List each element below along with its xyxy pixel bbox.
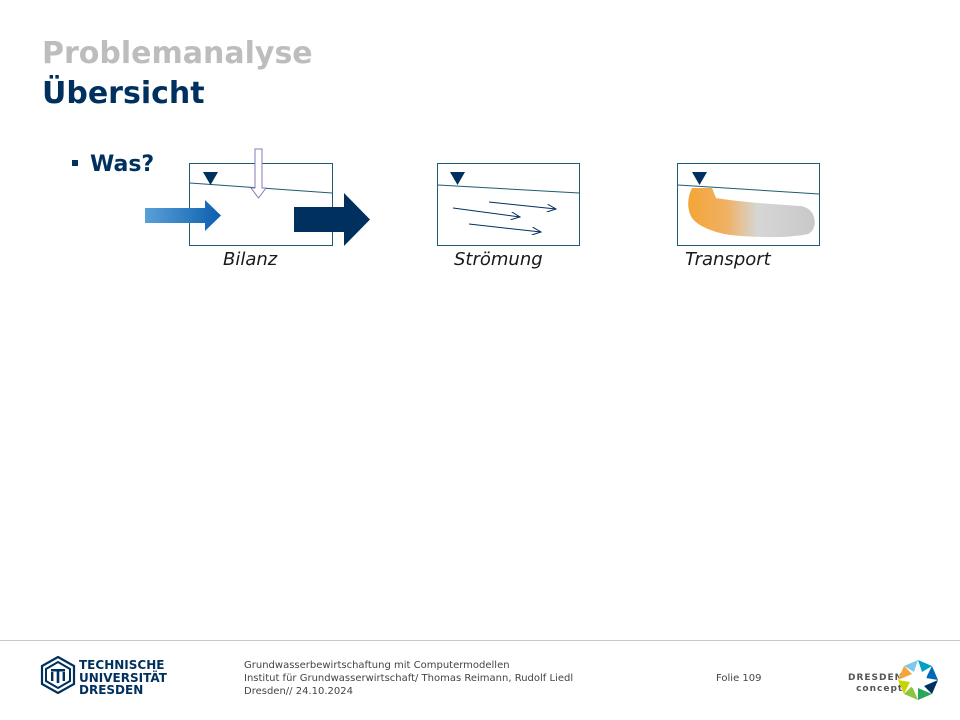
water-level-icon <box>203 172 218 185</box>
dresden-concept-logo-icon <box>898 660 938 700</box>
flow-arrow-icon <box>468 223 541 232</box>
outflow-arrow-icon <box>294 193 370 246</box>
water-level-icon <box>450 172 465 185</box>
tud-line2: UNIVERSITÄT <box>79 670 167 685</box>
contaminant-plume-icon <box>688 188 815 238</box>
transport-box-icon <box>677 163 820 246</box>
tu-dresden-logo-icon <box>40 656 76 694</box>
footer-date: Dresden// 24.10.2024 <box>244 686 353 697</box>
dc-line1: DRESDEN <box>848 673 904 683</box>
bullet-item-was: Was? <box>72 152 154 177</box>
tud-line3: DRESDEN <box>79 683 144 697</box>
tu-dresden-wordmark: TECHNISCHE UNIVERSITÄT DRESDEN <box>79 659 167 697</box>
diagram-label-bilanz: Bilanz <box>223 249 278 270</box>
footer-info: Grundwasserbewirtschaftung mit Computerm… <box>244 659 573 698</box>
dresden-concept-wordmark: DRESDEN concept <box>848 673 903 695</box>
bullet-text: Was? <box>90 152 155 177</box>
slide-number: Folie 109 <box>716 673 762 684</box>
recharge-arrow-icon <box>250 148 267 199</box>
slide-title: Übersicht <box>42 76 205 111</box>
diagram-label-stroemung: Strömung <box>454 249 543 270</box>
flow-box-icon <box>437 163 580 246</box>
footer-divider <box>0 640 960 641</box>
dc-line2: concept <box>856 684 904 694</box>
bullet-marker-icon <box>72 160 78 166</box>
slide-supertitle: Problemanalyse <box>42 36 313 71</box>
flow-arrow-icon <box>452 207 520 217</box>
diagram-area <box>145 148 820 246</box>
flow-arrow-icon <box>488 201 556 209</box>
footer-course: Grundwasserbewirtschaftung mit Computerm… <box>244 660 510 671</box>
inflow-arrow-icon <box>145 200 221 231</box>
footer-institute: Institut für Grundwasserwirtschaft/ Thom… <box>244 673 574 684</box>
diagram-label-transport: Transport <box>685 249 771 270</box>
water-level-icon <box>692 172 707 185</box>
tud-line1: TECHNISCHE <box>79 658 165 672</box>
balance-box-icon <box>145 148 370 246</box>
